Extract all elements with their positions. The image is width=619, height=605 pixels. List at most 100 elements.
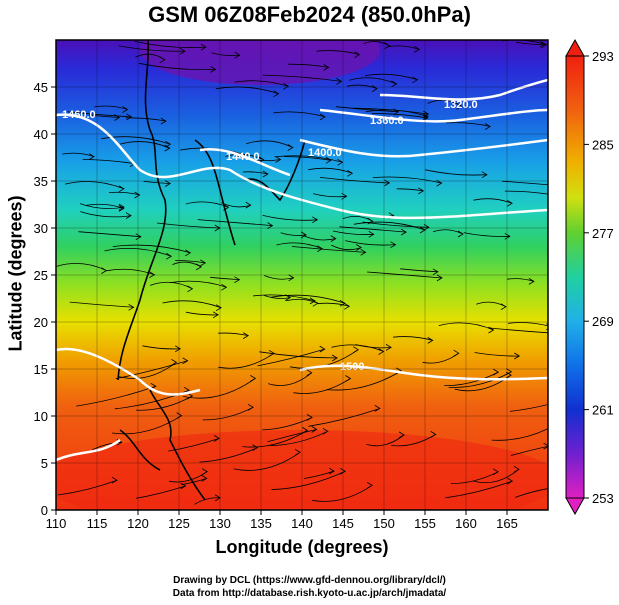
streamline (326, 370, 402, 391)
streamline (202, 406, 254, 421)
streamline-arrow (160, 117, 167, 125)
streamline (473, 198, 513, 204)
streamline (312, 484, 373, 502)
streamline (242, 430, 308, 448)
x-tick-label: 110 (46, 516, 67, 531)
streamline-arrow (88, 153, 95, 160)
streamline-arrow (176, 412, 183, 419)
streamline-arrow (245, 201, 252, 209)
streamline (225, 154, 264, 160)
streamline (276, 242, 323, 250)
colorbar-min-triangle (565, 497, 585, 516)
streamline (345, 240, 396, 246)
streamline-arrow (492, 468, 499, 476)
streamline (82, 159, 136, 164)
streamline-arrow (247, 403, 254, 411)
streamline (119, 141, 170, 149)
streamline (138, 62, 216, 71)
streamline-arrow (504, 232, 511, 240)
y-tick-label: 30 (34, 221, 48, 236)
streamline (234, 80, 289, 87)
x-tick-label: 120 (127, 516, 149, 531)
credit-data: Data from http://database.rish.kyoto-u.a… (172, 588, 447, 599)
streamline-arrow (506, 368, 513, 376)
streamline-arrow (221, 283, 228, 291)
streamline-arrow (366, 481, 373, 489)
streamline-arrow (481, 171, 488, 179)
y-tick-label: 40 (34, 127, 48, 142)
streamline (246, 140, 293, 148)
streamline-arrow (322, 427, 329, 435)
streamline (273, 111, 326, 118)
streamline-arrow (134, 191, 141, 199)
streamline (233, 451, 301, 471)
streamline-arrow (165, 252, 172, 260)
streamline (270, 430, 328, 446)
streamline (270, 294, 346, 304)
streamline-arrow (436, 274, 443, 282)
streamline-arrow (187, 285, 194, 293)
streamline-arrow (374, 405, 381, 412)
x-tick-label: 155 (414, 516, 436, 531)
streamline-arrow (200, 259, 207, 267)
streamline (67, 111, 132, 118)
x-tick-label: 145 (332, 516, 354, 531)
x-tick-label: 150 (373, 516, 395, 531)
streamline-arrow (549, 192, 554, 198)
streamline-arrow (180, 482, 187, 490)
streamline-arrow (294, 448, 301, 456)
y-axis-ticks: 0 5 10 15 20 25 30 35 40 45 (34, 80, 56, 518)
x-axis-label: Longitude (degrees) (215, 537, 389, 557)
streamline-arrow (215, 304, 222, 312)
streamline (445, 480, 513, 499)
streamline (271, 470, 346, 491)
streamline-arrow (306, 369, 313, 377)
streamline-arrow (384, 42, 391, 50)
streamline-arrow (317, 245, 324, 253)
streamline (112, 415, 182, 435)
streamline-arrow (344, 302, 351, 310)
streamline-arrow (200, 43, 207, 51)
streamline-arrow (201, 475, 208, 482)
streamline-arrow (135, 233, 142, 241)
streamline-arrow (242, 332, 249, 339)
y-tick-label: 35 (34, 174, 48, 189)
streamline-arrow (283, 82, 290, 90)
streamline (101, 136, 171, 145)
streamline-arrow (302, 427, 309, 434)
streamline (291, 246, 366, 253)
streamline (185, 201, 229, 208)
streamline-arrow (345, 375, 352, 382)
streamline-arrow (378, 348, 385, 355)
streamline (125, 117, 167, 122)
streamline (57, 479, 118, 496)
streamline-arrow (187, 392, 194, 400)
streamline (504, 190, 548, 195)
streamline-arrow (234, 51, 241, 59)
streamline (65, 181, 125, 190)
streamline-arrow (174, 345, 181, 353)
streamline-arrow (513, 465, 520, 473)
streamline (80, 211, 132, 218)
streamline (332, 230, 374, 235)
streamline-arrow (306, 414, 313, 421)
streamline (134, 41, 206, 48)
streamline-arrow (250, 375, 257, 382)
streamline-arrow (484, 123, 491, 130)
streamline-arrow (457, 230, 464, 238)
streamline-arrow (212, 311, 219, 319)
streamline-arrow (287, 144, 294, 151)
x-tick-label: 115 (87, 516, 108, 531)
streamline-arrow (164, 144, 171, 152)
streamline (280, 232, 307, 236)
streamline (106, 268, 155, 275)
streamline-arrow (393, 108, 400, 116)
streamline (316, 50, 360, 55)
streamline-arrow (213, 435, 220, 442)
y-tick-label: 15 (34, 362, 48, 377)
streamline-arrow (128, 303, 135, 311)
streamline-arrow (427, 337, 434, 344)
streamline-arrow (195, 263, 202, 271)
streamline (335, 106, 399, 113)
y-axis-label: Latitude (degrees) (5, 195, 26, 352)
